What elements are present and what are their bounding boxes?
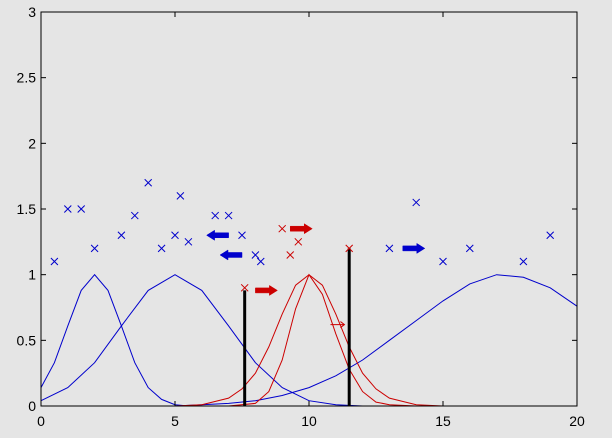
- blue-arrow-right: [402, 242, 426, 254]
- blue-point-marker: [63, 205, 72, 213]
- blue-point-marker: [238, 231, 246, 240]
- y-tick-label: 1: [28, 267, 36, 283]
- blue-point-marker: [546, 231, 555, 240]
- blue-point-marker: [130, 211, 139, 220]
- blue-point-marker: [385, 244, 394, 253]
- blue-point-marker: [184, 237, 193, 246]
- blue-point-marker: [211, 211, 220, 220]
- x-tick-label: 5: [171, 413, 179, 429]
- x-tick-label: 20: [569, 413, 585, 429]
- blue-curve-3: [174, 274, 578, 407]
- blue-point-marker: [224, 211, 233, 220]
- red-point-marker: [345, 244, 354, 253]
- y-tick-label: 1.5: [17, 201, 37, 217]
- blue-point-marker: [117, 231, 126, 240]
- y-tick-label: 2: [28, 135, 36, 151]
- blue-arrow-left: [219, 249, 243, 261]
- blue-point-marker: [251, 251, 260, 259]
- blue-point-marker: [465, 244, 474, 253]
- y-tick-label: 2.5: [17, 70, 37, 86]
- blue-point-marker: [519, 257, 528, 266]
- blue-point-marker: [256, 257, 265, 266]
- red-arrow-right: [255, 284, 278, 296]
- blue-curve-2: [40, 274, 363, 407]
- blue-point-marker: [412, 198, 421, 207]
- red-point-marker: [278, 224, 287, 233]
- y-tick-label: 0: [28, 398, 36, 414]
- blue-point-marker: [90, 244, 99, 253]
- y-tick-label: 0.5: [17, 332, 37, 348]
- x-tick-label: 15: [435, 413, 451, 429]
- x-tick-label: 10: [301, 413, 317, 429]
- red-arrow-right: [330, 321, 346, 328]
- red-arrow-right: [289, 223, 313, 235]
- blue-point-marker: [439, 257, 447, 266]
- x-tick-label: 0: [37, 413, 45, 429]
- blue-arrow-left: [206, 229, 229, 241]
- blue-point-marker: [171, 231, 179, 240]
- blue-point-marker: [77, 205, 86, 213]
- y-tick-label: 3: [28, 4, 36, 20]
- red-point-marker: [240, 283, 249, 292]
- red-curve-5: [228, 273, 417, 407]
- red-point-marker: [286, 251, 295, 259]
- blue-point-marker: [157, 244, 166, 253]
- blue-point-marker: [176, 192, 185, 200]
- axis-ticks: 0 5 10 15 20 0 0.5 1 1.5 2 2.5 3: [17, 4, 585, 429]
- red-point-marker: [294, 237, 303, 246]
- blue-point-marker: [144, 178, 153, 187]
- blue-point-marker: [50, 257, 59, 266]
